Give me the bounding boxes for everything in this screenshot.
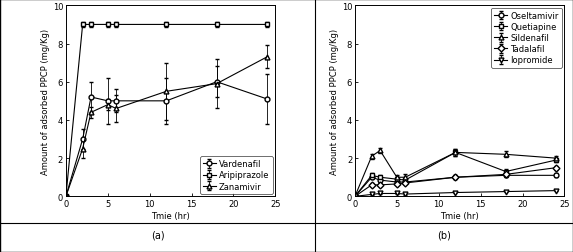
Legend: Vardenafil, Aripiprazole, Zanamivir: Vardenafil, Aripiprazole, Zanamivir [200,156,273,194]
Legend: Oseltamivir, Quetiapine, Sildenafil, Tadalafil, Iopromide: Oseltamivir, Quetiapine, Sildenafil, Tad… [491,9,562,69]
X-axis label: Tmie (hr): Tmie (hr) [151,211,190,220]
Text: (b): (b) [437,230,451,240]
Text: (a): (a) [151,230,164,240]
Y-axis label: Amount of adsorbed PPCP (mg/Kg): Amount of adsorbed PPCP (mg/Kg) [41,29,50,174]
X-axis label: Tmie (hr): Tmie (hr) [440,211,479,220]
Y-axis label: Amount of adsorbed PPCP (mg/Kg): Amount of adsorbed PPCP (mg/Kg) [330,29,339,174]
